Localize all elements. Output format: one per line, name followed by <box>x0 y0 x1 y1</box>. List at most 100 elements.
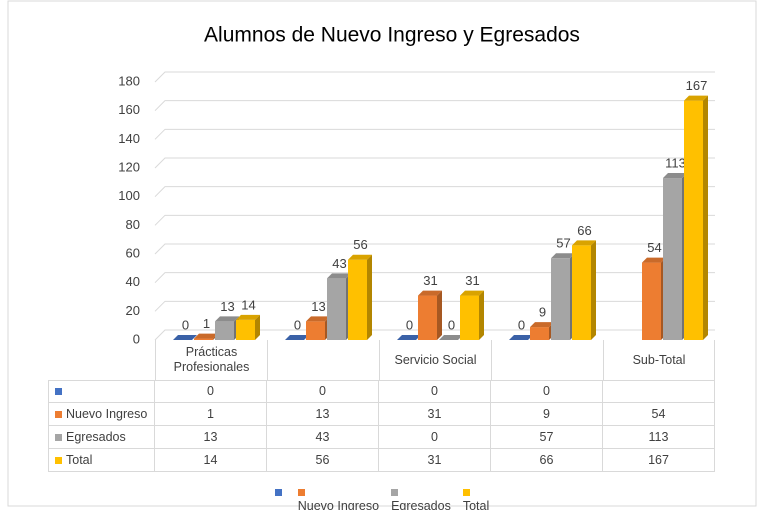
table-cell: 31 <box>379 449 491 472</box>
data-label: 43 <box>332 256 346 271</box>
row-label: Egresados <box>66 429 126 444</box>
bar-front <box>327 278 346 340</box>
legend-key <box>55 433 62 441</box>
table-cell: 0 <box>379 380 491 403</box>
y-tick-label: 180 <box>118 73 140 88</box>
table-cell: 13 <box>267 403 379 426</box>
legend-key <box>297 489 305 496</box>
bar-top <box>215 316 239 322</box>
table-cell: 14 <box>155 449 267 472</box>
bar-top <box>285 335 309 340</box>
bar-top <box>439 335 463 340</box>
grid-line <box>154 157 715 169</box>
bar-top <box>642 257 666 263</box>
data-label: 0 <box>518 317 525 332</box>
bar-side <box>437 290 442 340</box>
legend-key <box>462 489 470 496</box>
bar <box>348 254 372 340</box>
bar-top <box>327 273 351 279</box>
bar-front <box>460 295 479 340</box>
category-label <box>267 340 379 380</box>
grid-line <box>154 186 715 198</box>
y-tick-label: 120 <box>118 159 140 174</box>
bar-top <box>663 173 687 179</box>
bar-top <box>236 314 260 320</box>
table-cell: 0 <box>155 380 267 403</box>
table-row-header: Nuevo Ingreso <box>48 403 155 426</box>
grid-line <box>154 243 715 255</box>
bar <box>642 257 666 340</box>
bar-top <box>173 335 197 340</box>
legend-key <box>274 489 282 496</box>
data-label: 0 <box>406 317 413 332</box>
table-cell: 0 <box>267 380 379 403</box>
table-row-header <box>48 380 155 403</box>
data-label: 31 <box>423 273 437 288</box>
bar-front <box>684 100 703 340</box>
table-cell: 43 <box>267 426 379 449</box>
bar <box>327 273 351 340</box>
legend-item <box>274 485 286 510</box>
table-row-header: Egresados <box>48 426 155 449</box>
y-tick-label: 140 <box>118 131 140 146</box>
bar-front <box>663 178 682 340</box>
y-tick-label: 100 <box>118 188 140 203</box>
bar-top <box>530 322 554 328</box>
table-cell: 13 <box>155 426 267 449</box>
legend-key <box>55 410 62 418</box>
data-label: 167 <box>686 78 708 93</box>
bar <box>236 314 260 340</box>
data-label: 9 <box>539 305 546 320</box>
row-label: Nuevo Ingreso <box>66 406 148 421</box>
bar-front <box>194 338 213 340</box>
table-cell: 167 <box>603 449 715 472</box>
bar <box>530 322 554 340</box>
bar <box>663 173 687 340</box>
bar-front <box>215 321 234 340</box>
bar-top <box>194 333 218 339</box>
table-cell: 56 <box>267 449 379 472</box>
bar-side <box>255 314 260 340</box>
category-label: Prácticas Profesionales <box>155 340 267 380</box>
bar-top <box>551 253 575 259</box>
bar-top <box>348 254 372 260</box>
chart-title: Alumnos de Nuevo Ingreso y Egresados <box>204 24 580 47</box>
bar-front <box>551 258 570 340</box>
table-cell: 0 <box>379 426 491 449</box>
category-label: Sub-Total <box>603 340 715 380</box>
grid-line <box>154 272 715 284</box>
legend-item: Nuevo Ingreso <box>297 485 379 510</box>
y-tick-label: 160 <box>118 102 140 117</box>
grid-line <box>154 300 715 312</box>
bar <box>397 335 421 340</box>
category-label <box>491 340 603 380</box>
bar-front <box>306 321 325 340</box>
bar-side <box>367 254 372 340</box>
legend: Nuevo Ingreso Egresados Total <box>0 485 764 510</box>
bar <box>460 290 484 340</box>
data-label: 0 <box>294 317 301 332</box>
data-label: 57 <box>556 236 570 251</box>
bar-side <box>591 240 596 340</box>
bar <box>439 335 463 340</box>
bar-top <box>684 95 708 101</box>
y-tick-label: 0 <box>133 331 140 346</box>
table-cell: 113 <box>603 426 715 449</box>
bar <box>215 316 239 340</box>
data-label: 14 <box>241 297 255 312</box>
category-label: Servicio Social <box>379 340 491 380</box>
table-cell: 66 <box>491 449 603 472</box>
bar <box>572 240 596 340</box>
table-cell: 57 <box>491 426 603 449</box>
table-cell: 31 <box>379 403 491 426</box>
y-tick-label: 80 <box>126 217 140 232</box>
bar-top <box>509 335 533 340</box>
bar-front <box>418 295 437 340</box>
bar-top <box>397 335 421 340</box>
data-label: 56 <box>353 237 367 252</box>
bar-front <box>236 319 255 340</box>
bar <box>173 335 197 340</box>
grid-line <box>154 214 715 226</box>
bar-front <box>572 245 591 340</box>
